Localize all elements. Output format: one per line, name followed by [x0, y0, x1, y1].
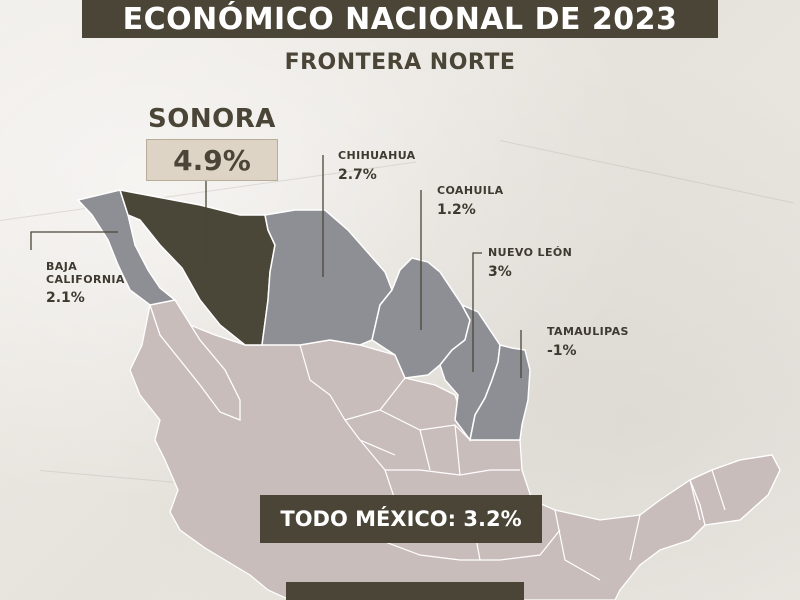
bottom-banner	[286, 582, 524, 600]
state-name: CHIHUAHUA	[338, 149, 416, 162]
state-value: 3%	[488, 263, 512, 280]
sonora-label: SONORA	[148, 104, 276, 134]
state-value: 1.2%	[437, 201, 476, 218]
state-label-nuevo-leon: NUEVO LEÓN 3%	[488, 246, 573, 280]
state-value: 2.7%	[338, 166, 377, 183]
state-label-baja-california: BAJA CALIFORNIA 2.1%	[46, 260, 125, 307]
region-yucatan	[689, 454, 781, 526]
state-label-chihuahua: CHIHUAHUA 2.7%	[338, 149, 416, 183]
pointer-lines	[30, 155, 522, 378]
region-tamaulipas	[469, 344, 531, 441]
state-label-tamaulipas: TAMAULIPAS -1%	[547, 325, 629, 359]
state-name: BAJA CALIFORNIA	[46, 260, 125, 286]
pointer-baja-california	[30, 231, 118, 250]
page-subtitle: FRONTERA NORTE	[284, 50, 516, 75]
sonora-value: 4.9%	[146, 139, 278, 181]
pointer-nuevo-leon	[472, 252, 482, 372]
region-chihuahua	[261, 209, 393, 346]
state-label-coahuila: COAHUILA 1.2%	[437, 184, 504, 218]
state-name: NUEVO LEÓN	[488, 246, 573, 259]
state-name: COAHUILA	[437, 184, 504, 197]
region-baja-california-sur	[149, 299, 241, 421]
national-total-badge: TODO MÉXICO: 3.2%	[260, 495, 542, 543]
state-name: TAMAULIPAS	[547, 325, 629, 338]
state-value: -1%	[547, 342, 577, 359]
state-value: 2.1%	[46, 290, 85, 307]
page-title: ECONÓMICO NACIONAL DE 2023	[82, 0, 718, 38]
